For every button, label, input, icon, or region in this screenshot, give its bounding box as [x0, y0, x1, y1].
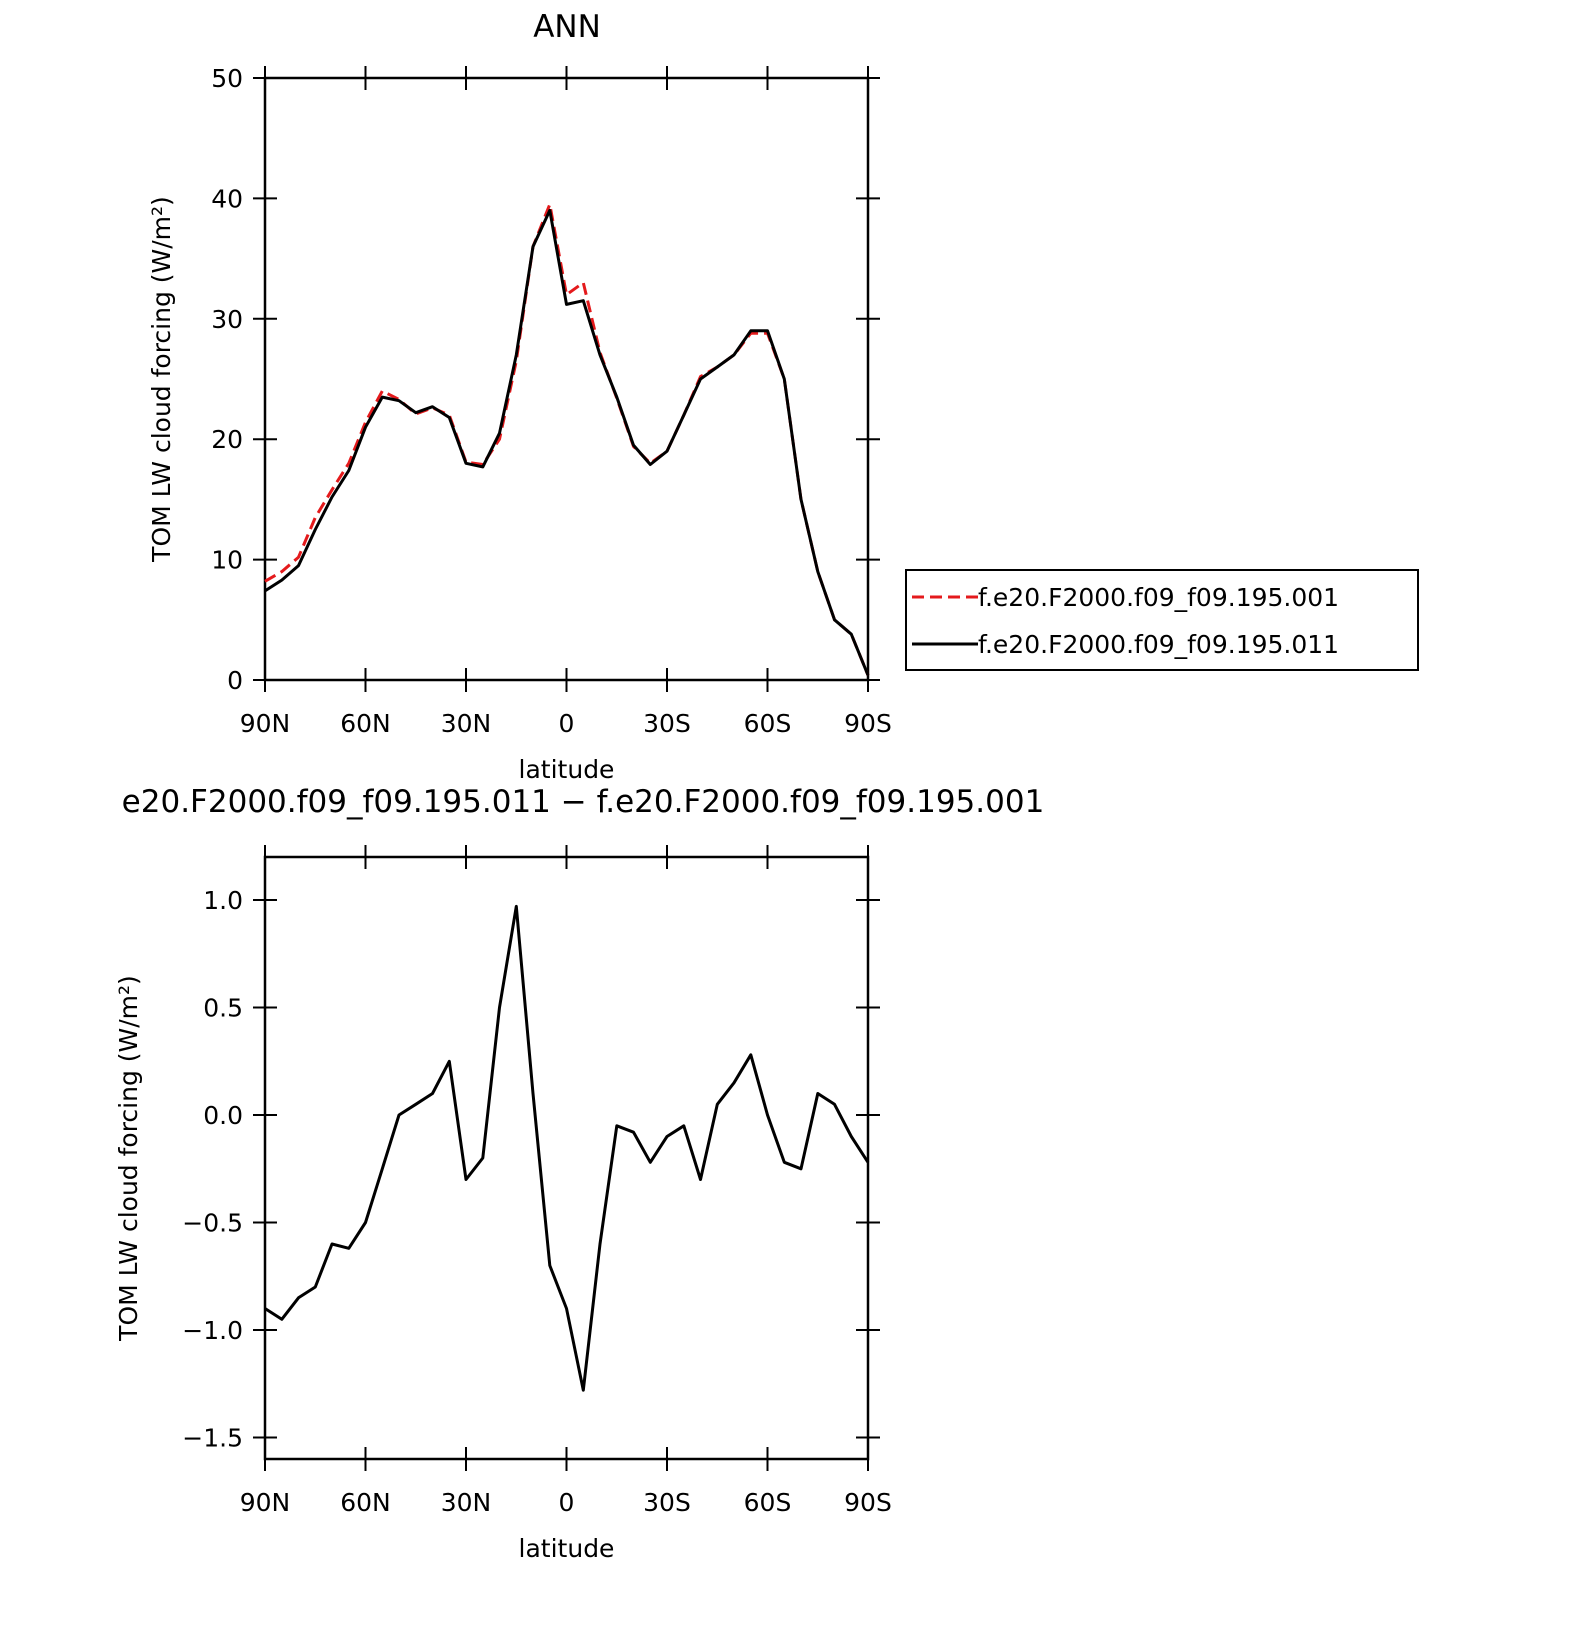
- data-line: [264, 208, 870, 676]
- y-tick-label: −1.5: [182, 1424, 243, 1453]
- y-tick-label: 0: [227, 666, 243, 695]
- data-line: [264, 202, 870, 676]
- plot-frame: [263, 855, 870, 1461]
- y-axis-label: TOM LW cloud forcing (W/m²): [114, 975, 143, 1342]
- y-tick-label: 30: [211, 305, 243, 334]
- y-axis-label: TOM LW cloud forcing (W/m²): [147, 196, 176, 563]
- y-tick-label: 20: [211, 425, 243, 454]
- x-tick-label: 90S: [844, 1488, 892, 1517]
- x-axis-label: latitude: [519, 1534, 615, 1563]
- y-tick-label: −0.5: [182, 1209, 243, 1238]
- y-tick-label: 10: [211, 546, 243, 575]
- y-tick-label: 1.0: [203, 886, 243, 915]
- x-tick-label: 30N: [441, 1488, 492, 1517]
- x-tick-label: 90N: [240, 709, 291, 738]
- y-tick-label: 0.0: [203, 1101, 243, 1130]
- plot-frame: [263, 76, 870, 682]
- x-tick-label: 60N: [340, 709, 391, 738]
- x-tick-label: 60S: [744, 1488, 792, 1517]
- y-tick-label: 0.5: [203, 994, 243, 1023]
- data-line: [264, 904, 870, 1392]
- legend-box: [905, 569, 1419, 671]
- y-tick-label: 40: [211, 184, 243, 213]
- x-tick-label: 90N: [240, 1488, 291, 1517]
- y-tick-label: −1.0: [182, 1316, 243, 1345]
- x-tick-label: 30N: [441, 709, 492, 738]
- chart-title: e20.F2000.f09_f09.195.011 − f.e20.F2000.…: [122, 784, 1045, 820]
- x-tick-label: 30S: [643, 1488, 691, 1517]
- x-tick-label: 0: [559, 709, 575, 738]
- legend-label: f.e20.F2000.f09_f09.195.011: [978, 630, 1339, 659]
- x-tick-label: 60N: [340, 1488, 391, 1517]
- x-tick-label: 90S: [844, 709, 892, 738]
- x-tick-label: 0: [559, 1488, 575, 1517]
- x-tick-label: 30S: [643, 709, 691, 738]
- chart-title: ANN: [533, 9, 601, 45]
- y-tick-label: 50: [211, 64, 243, 93]
- legend-label: f.e20.F2000.f09_f09.195.001: [978, 583, 1339, 612]
- x-tick-label: 60S: [744, 709, 792, 738]
- x-axis-label: latitude: [519, 755, 615, 784]
